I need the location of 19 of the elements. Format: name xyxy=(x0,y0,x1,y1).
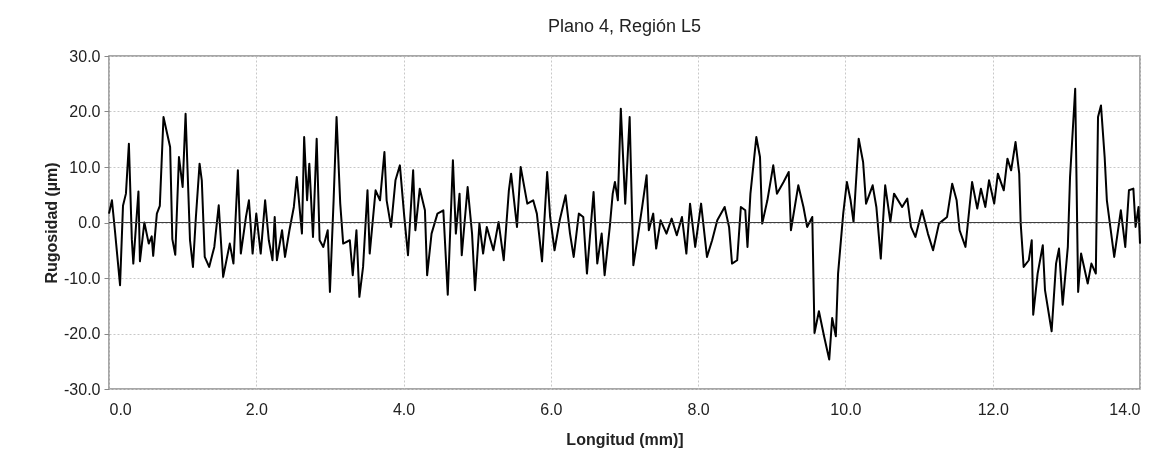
x-tick-label: 14.0 xyxy=(1109,400,1141,418)
x-tick-label: 0.0 xyxy=(109,400,132,418)
y-tick-label: 20.0 xyxy=(69,103,101,120)
y-tick-label: -20.0 xyxy=(64,325,101,342)
line-series xyxy=(108,87,1141,361)
x-tick-label: 2.0 xyxy=(245,400,268,418)
chart-title: Plano 4, Región L5 xyxy=(547,16,702,36)
y-tick-label: 10.0 xyxy=(69,158,101,176)
x-tick-label: 8.0 xyxy=(687,400,710,418)
x-tick-label: 4.0 xyxy=(392,400,416,418)
y-tick-label: -30.0 xyxy=(64,380,101,398)
y-tick-label: 0.0 xyxy=(78,214,101,231)
x-tick-label: 12.0 xyxy=(977,400,1009,418)
y-axis-title: Rugosidad (µm) xyxy=(43,162,61,284)
x-axis-title: Longitud (mm)] xyxy=(566,430,684,448)
y-tick-label: -10.0 xyxy=(64,269,101,287)
y-tick-label: 30.0 xyxy=(69,47,101,65)
x-tick-label: 10.0 xyxy=(830,400,862,418)
x-tick-label: 6.0 xyxy=(540,400,563,418)
